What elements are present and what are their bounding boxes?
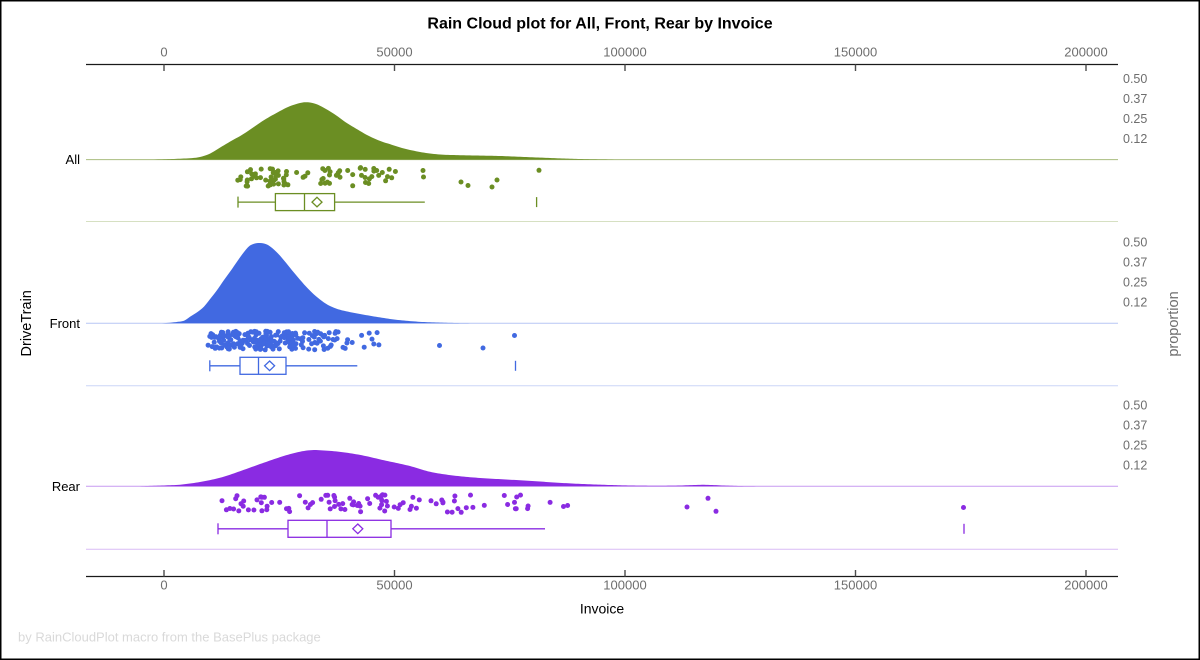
svg-text:100000: 100000 — [603, 45, 646, 60]
svg-text:All: All — [66, 152, 81, 167]
svg-text:50000: 50000 — [376, 577, 412, 592]
svg-text:150000: 150000 — [834, 45, 877, 60]
svg-text:0.25: 0.25 — [1123, 276, 1147, 290]
svg-text:Rear: Rear — [52, 479, 81, 494]
svg-text:150000: 150000 — [834, 577, 877, 592]
svg-text:200000: 200000 — [1064, 577, 1107, 592]
svg-text:0.12: 0.12 — [1123, 459, 1147, 473]
svg-text:0.37: 0.37 — [1123, 419, 1147, 433]
svg-text:50000: 50000 — [376, 45, 412, 60]
svg-text:200000: 200000 — [1064, 45, 1107, 60]
svg-text:0.50: 0.50 — [1123, 72, 1147, 86]
svg-text:0.50: 0.50 — [1123, 236, 1147, 250]
svg-text:100000: 100000 — [603, 577, 646, 592]
svg-text:0.12: 0.12 — [1123, 296, 1147, 310]
svg-text:0.37: 0.37 — [1123, 256, 1147, 270]
svg-text:Rain Cloud plot for All, Front: Rain Cloud plot for All, Front, Rear by … — [427, 16, 772, 33]
svg-text:0.50: 0.50 — [1123, 399, 1147, 413]
svg-text:0.25: 0.25 — [1123, 439, 1147, 453]
svg-text:0.12: 0.12 — [1123, 132, 1147, 146]
svg-text:0.25: 0.25 — [1123, 112, 1147, 126]
svg-text:proportion: proportion — [1166, 291, 1182, 356]
svg-text:0: 0 — [160, 577, 167, 592]
svg-text:DriveTrain: DriveTrain — [19, 290, 35, 356]
svg-text:by RainCloudPlot macro from th: by RainCloudPlot macro from the BasePlus… — [18, 630, 321, 645]
svg-text:Front: Front — [50, 316, 81, 331]
svg-text:Invoice: Invoice — [580, 601, 625, 617]
svg-text:0.37: 0.37 — [1123, 92, 1147, 106]
svg-text:0: 0 — [160, 45, 167, 60]
